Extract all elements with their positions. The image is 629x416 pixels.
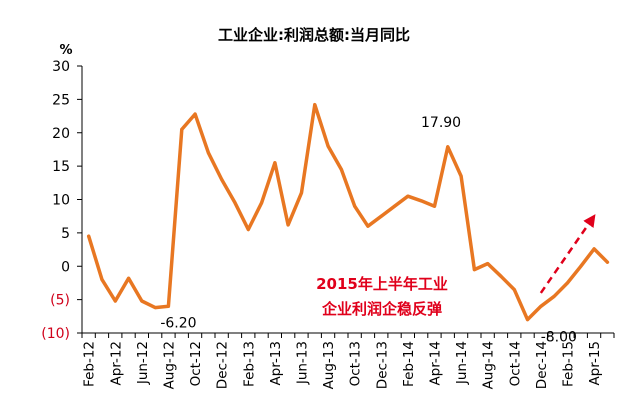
y-tick-label: (5) [50, 293, 70, 309]
x-axis: Feb-12 Apr-12 Jun-12 Aug-12 Oct-12 Dec-12 Feb-… [81, 332, 615, 389]
x-tick-label: Apr-13 [268, 341, 284, 386]
x-tick-label: Jun-12 [135, 341, 151, 385]
x-tick-label: Dec-14 [534, 341, 550, 389]
series-point [366, 224, 370, 228]
series-point [459, 174, 463, 178]
callout-line-2: 企业利润企稳反弹 [321, 300, 442, 318]
annotations: -6.20 17.90 -8.00 [160, 115, 596, 346]
series-point [153, 306, 157, 310]
series-point [472, 268, 476, 272]
series-point [140, 299, 144, 303]
series-point [220, 177, 224, 181]
x-tick-label: Apr-15 [587, 341, 603, 386]
trend-arrow [539, 214, 596, 294]
series-point [406, 194, 410, 198]
x-tick-label: Dec-12 [215, 341, 231, 389]
y-axis-unit-label: % [59, 43, 72, 58]
x-tick-label: Apr-12 [108, 341, 124, 386]
series-point [87, 234, 91, 238]
series-point [193, 112, 197, 116]
series-point [512, 288, 516, 292]
series-point [432, 204, 436, 208]
series-point [299, 191, 303, 195]
series-point [446, 145, 450, 149]
series-point [313, 103, 317, 107]
y-tick-label: 5 [61, 226, 70, 242]
series-point [127, 276, 131, 280]
series-point [499, 274, 503, 278]
y-tick-label: 30 [52, 59, 70, 75]
callout-line-1: 2015年上半年工业 [316, 275, 448, 293]
series-point [526, 318, 530, 322]
series-point [166, 304, 170, 308]
series-point [326, 144, 330, 148]
x-tick-label: Feb-15 [560, 341, 576, 387]
x-tick-label: Aug-13 [321, 341, 337, 389]
series-point [579, 264, 583, 268]
series-point [353, 204, 357, 208]
x-tick-label: Dec-13 [374, 341, 390, 389]
series-point [180, 127, 184, 131]
series-point [113, 299, 117, 303]
series-point [339, 167, 343, 171]
series-point [246, 228, 250, 232]
y-tick-label: 20 [52, 126, 70, 142]
data-label: -8.00 [541, 330, 577, 346]
y-tick-label: 15 [52, 159, 70, 175]
series-point [286, 223, 290, 227]
series-point [419, 199, 423, 203]
x-tick-label: Jun-14 [454, 341, 470, 385]
x-tick-label: Feb-13 [241, 341, 257, 387]
series-point [486, 262, 490, 266]
chart-title: 工业企业:利润总额:当月同比 [218, 26, 410, 44]
x-tick-label: Aug-12 [161, 341, 177, 389]
x-tick-label: Oct-14 [507, 341, 523, 386]
y-tick-label: 0 [61, 259, 70, 275]
y-tick-label: (10) [41, 326, 70, 342]
series-point [206, 151, 210, 155]
x-tick-label: Oct-12 [188, 341, 204, 386]
data-label: -6.20 [160, 316, 196, 332]
series-point [393, 204, 397, 208]
x-tick-label: Jun-13 [294, 341, 310, 385]
data-label: 17.90 [421, 115, 461, 131]
series-line [86, 102, 610, 322]
series-point [605, 260, 609, 264]
x-tick-label: Aug-14 [481, 341, 497, 389]
series-point [539, 304, 543, 308]
y-axis: 30 25 20 15 10 5 0 (5) (10) [41, 59, 83, 342]
x-tick-label: Oct-13 [348, 341, 364, 386]
series-point [552, 294, 556, 298]
x-tick-label: Apr-14 [427, 341, 443, 386]
y-tick-label: 25 [52, 92, 70, 108]
series-point [273, 161, 277, 165]
series-point [260, 201, 264, 205]
x-tick-label: Feb-12 [82, 341, 98, 387]
x-tick-label: Feb-14 [401, 341, 417, 387]
y-tick-label: 10 [52, 193, 70, 209]
series-point [379, 214, 383, 218]
plot-area [86, 102, 610, 322]
series-point [100, 278, 104, 282]
series-point [565, 281, 569, 285]
series-point [233, 201, 237, 205]
series-point [592, 247, 596, 251]
